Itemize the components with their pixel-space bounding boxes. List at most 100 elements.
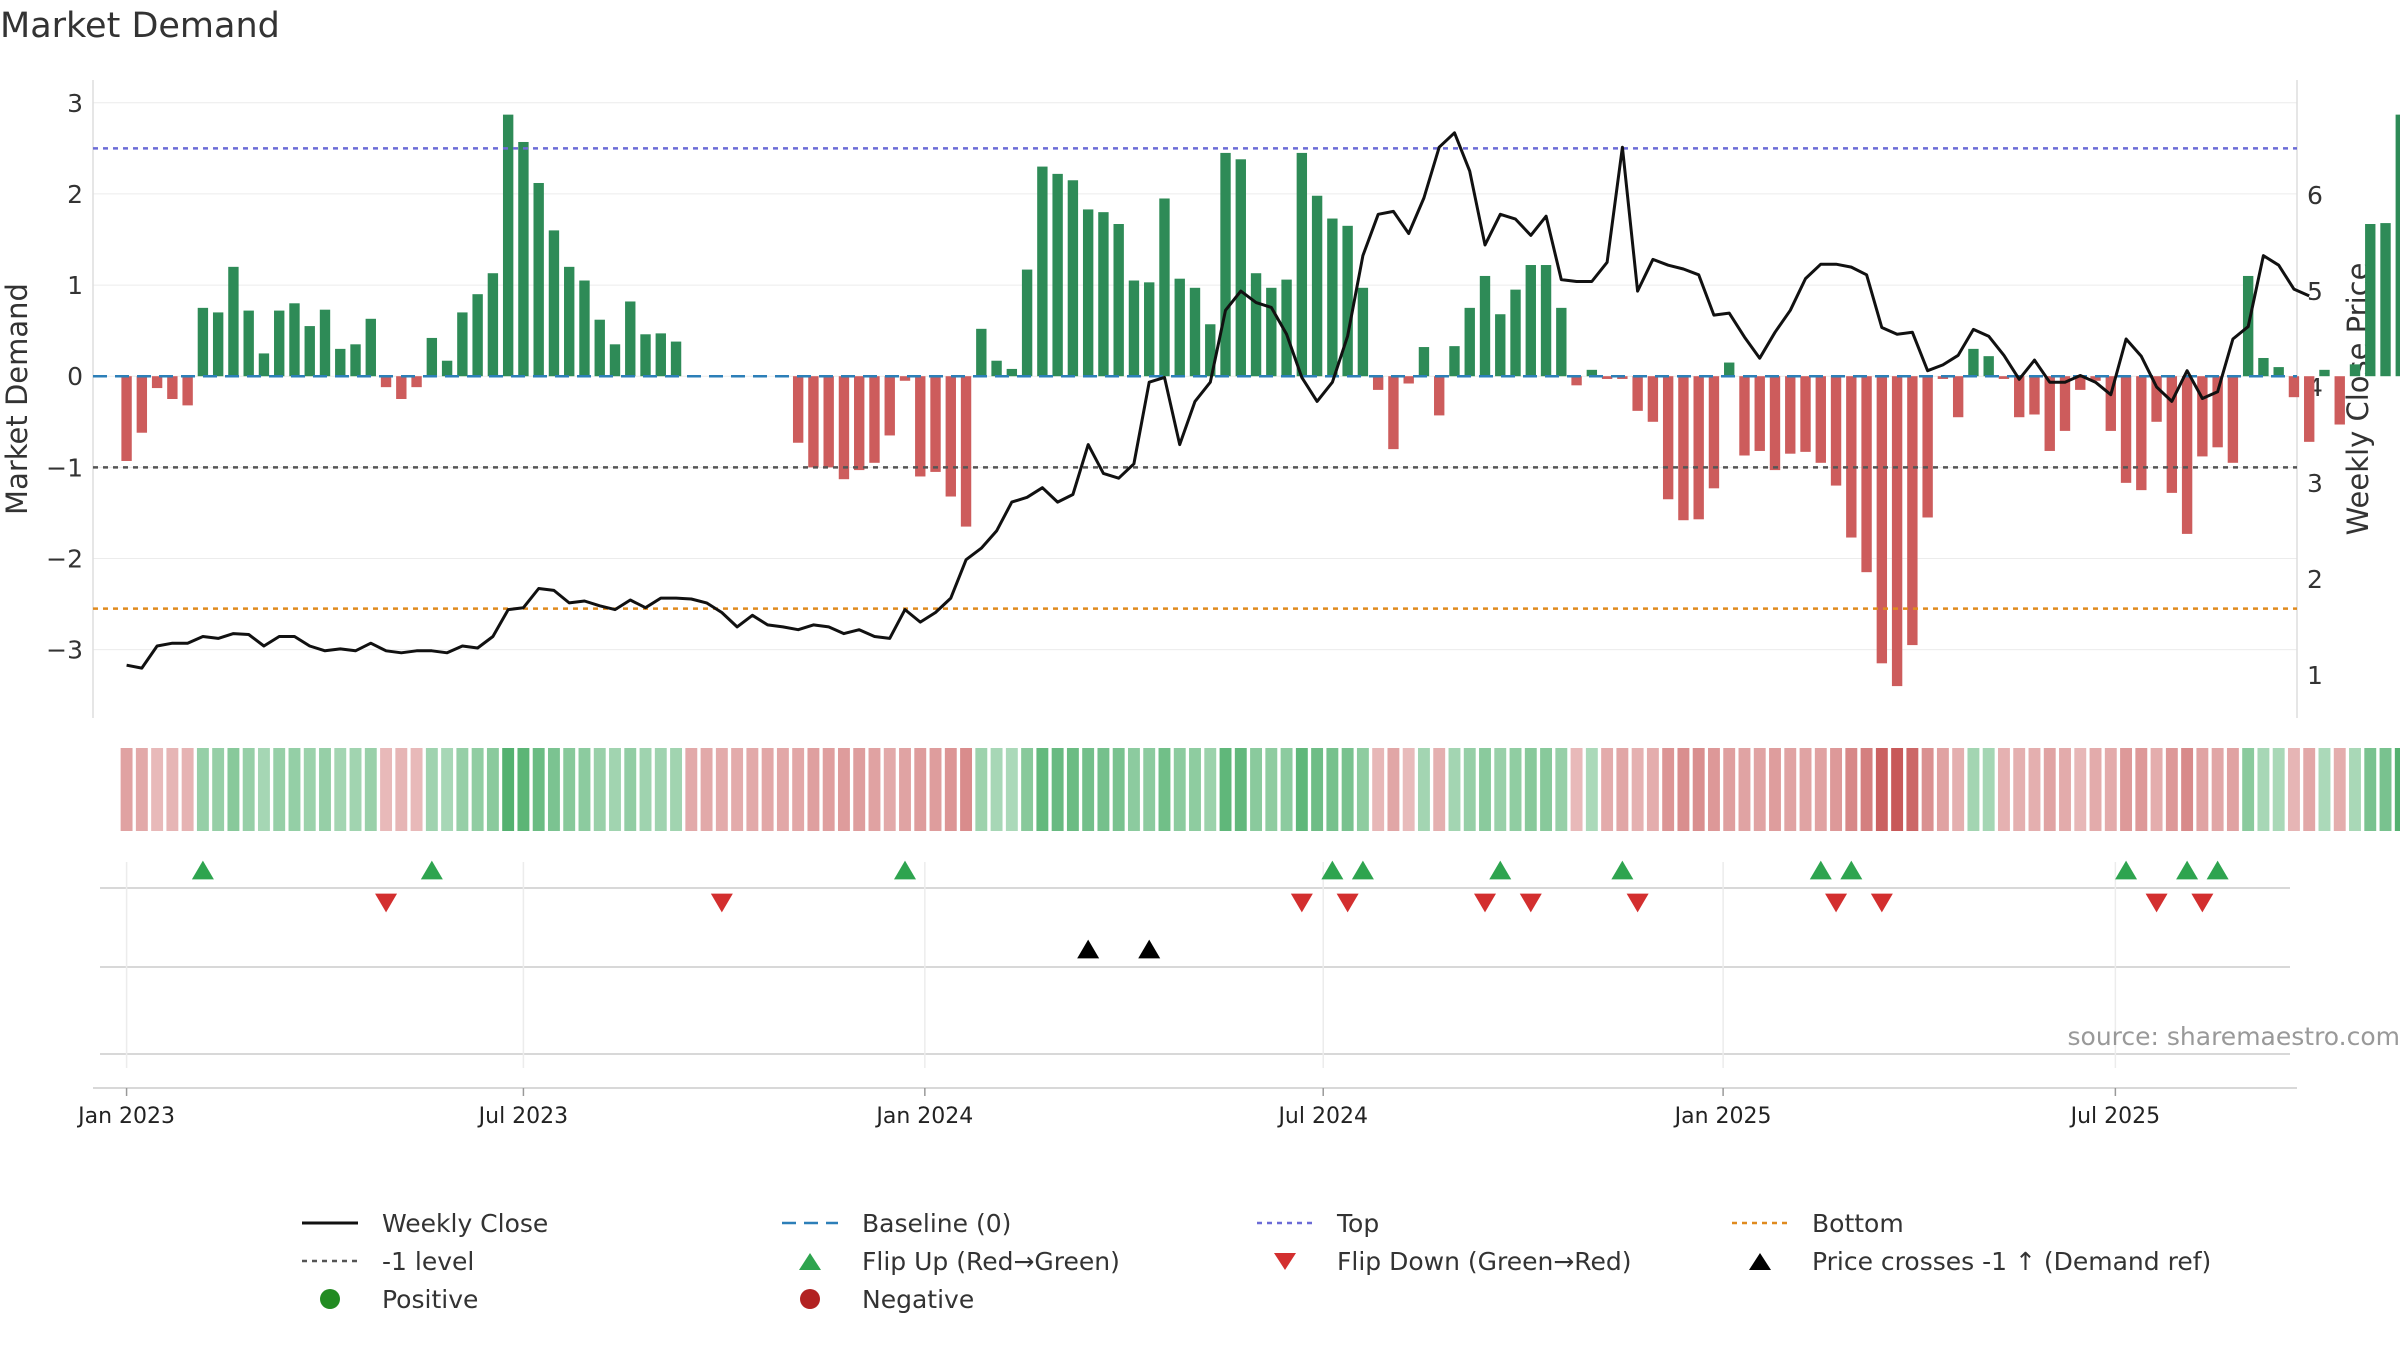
negative-bar — [1601, 376, 1613, 379]
negative-bar — [182, 376, 193, 406]
strip-cell — [1127, 748, 1140, 831]
negative-bar — [2059, 376, 2071, 431]
strip-cell — [1280, 748, 1293, 831]
strip-cell — [1021, 748, 1034, 831]
strip-cell — [166, 748, 179, 831]
strip-cell — [212, 748, 225, 831]
strip-cell — [685, 748, 698, 831]
legend-marker — [1274, 1253, 1296, 1270]
strip-cell — [2181, 748, 2194, 831]
strip-cell — [2364, 748, 2377, 831]
strip-cell — [1585, 748, 1598, 831]
strip-cell — [2211, 748, 2224, 831]
legend-marker — [800, 1289, 820, 1309]
y-tick-label: 1 — [67, 271, 83, 300]
negative-bar — [167, 376, 178, 399]
positive-bar — [1006, 368, 1018, 377]
strip-cell — [547, 748, 560, 831]
negative-bar — [960, 376, 972, 527]
positive-bar — [670, 341, 682, 377]
negative-bar — [869, 376, 880, 463]
negative-bar — [2181, 376, 2193, 534]
positive-bar — [335, 348, 346, 377]
strip-cell — [1509, 748, 1522, 831]
strip-cell — [1219, 748, 1232, 831]
strip-cell — [2242, 748, 2255, 831]
positive-bar — [1327, 218, 1338, 377]
strip-cell — [181, 748, 194, 831]
negative-bar — [2227, 376, 2239, 463]
flip-down-marker — [710, 893, 733, 913]
strip-cell — [1189, 748, 1201, 831]
strip-cell — [1677, 748, 1690, 831]
legend-swatch-icon — [800, 1289, 820, 1309]
strip-cell — [990, 748, 1003, 831]
flip-up-marker — [420, 860, 443, 880]
positive-bar — [1220, 152, 1231, 377]
source-note[interactable]: source: sharemaestro.com — [2067, 1022, 2400, 1051]
strip-cell — [1753, 748, 1766, 831]
x-tick-label: Jul 2024 — [1276, 1104, 1368, 1129]
positive-bar — [1128, 280, 1140, 377]
strip-cell — [2303, 748, 2316, 831]
strip-cell — [410, 748, 423, 831]
legend-label: Bottom — [1812, 1208, 1904, 1238]
negative-bar — [2105, 376, 2116, 431]
legend-item: Price crosses -1 ↑ (Demand ref) — [1730, 1243, 2211, 1279]
strip-cell — [1952, 748, 1965, 831]
negative-bar — [411, 376, 422, 388]
y2-tick-label: 5 — [2307, 277, 2323, 306]
positive-bar — [1189, 287, 1201, 377]
negative-bar — [121, 376, 132, 461]
legend-swatch-icon — [1732, 1221, 1788, 1225]
strip-cell — [853, 748, 866, 831]
positive-bar — [1586, 369, 1598, 377]
positive-bar — [289, 303, 300, 377]
negative-bar — [1571, 376, 1582, 386]
strip-cell — [532, 748, 545, 831]
negative-bar — [915, 376, 926, 477]
negative-bar — [1754, 376, 1765, 451]
strip-cell — [1356, 748, 1369, 831]
strip-cell — [1066, 748, 1079, 831]
strip-cell — [2196, 748, 2209, 831]
strip-cell — [1845, 748, 1858, 831]
negative-bar — [2120, 376, 2132, 483]
strip-cell — [2135, 748, 2148, 831]
strip-cell — [807, 748, 820, 831]
strip-cell — [1616, 748, 1629, 831]
negative-bar — [1372, 376, 1384, 390]
strip-cell — [624, 748, 637, 831]
strip-cell — [792, 748, 805, 831]
strip-cell — [1402, 748, 1415, 831]
strip-cell — [1479, 748, 1491, 831]
y-tick-label: 3 — [67, 89, 83, 118]
positive-bar — [304, 326, 315, 377]
positive-bar — [1052, 173, 1063, 377]
strip-cell — [1875, 748, 1888, 831]
strip-cell — [273, 748, 286, 831]
strip-cell — [700, 748, 713, 831]
strip-cell — [654, 748, 667, 831]
negative-bar — [2288, 376, 2300, 398]
negative-bar — [2029, 376, 2040, 415]
negative-bar — [1708, 376, 1720, 489]
strip-cell — [2165, 748, 2178, 831]
positive-bar — [2319, 369, 2330, 377]
negative-bar — [1647, 376, 1659, 422]
positive-bar — [1724, 362, 1735, 377]
strip-cell — [563, 748, 576, 831]
strip-cell — [1082, 748, 1095, 831]
strip-cell — [1265, 748, 1278, 831]
strip-cell — [2349, 748, 2361, 831]
flip-up-marker — [1611, 860, 1634, 880]
positive-bar — [1311, 195, 1323, 377]
positive-bar — [426, 337, 438, 377]
strip-cell — [2150, 748, 2163, 831]
positive-bar — [243, 310, 254, 377]
strip-cell — [502, 748, 515, 831]
strip-cell — [1540, 748, 1553, 831]
strip-cell — [837, 748, 850, 831]
positive-bar — [441, 360, 453, 377]
positive-bar — [1205, 324, 1216, 377]
